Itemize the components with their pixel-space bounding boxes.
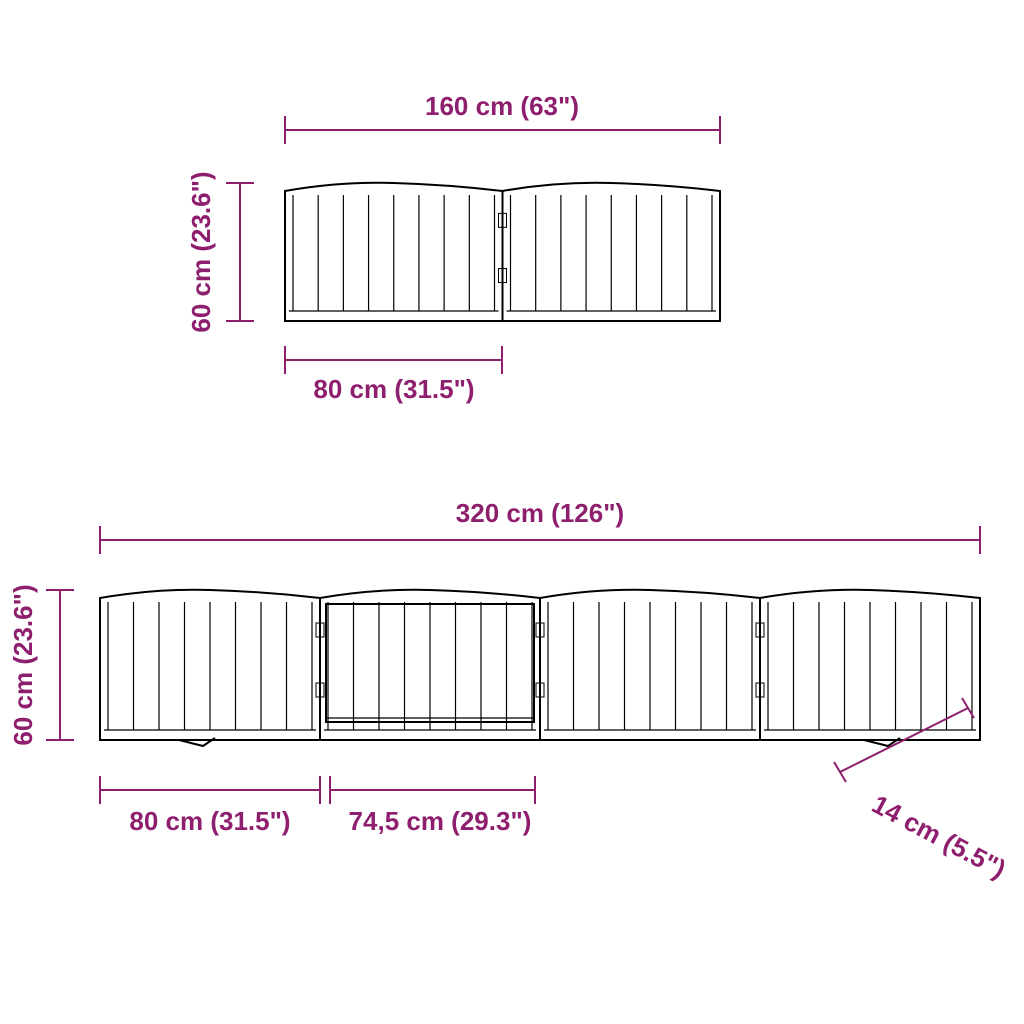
bottom-width-dim: 320 cm (126")	[100, 498, 980, 554]
top-height-dim-label: 60 cm (23.6")	[186, 171, 216, 332]
bottom-foot-dim: 14 cm (5.5")	[834, 698, 1011, 884]
bottom-doorwidth-dim-label: 74,5 cm (29.3")	[349, 806, 532, 836]
top-width-dim-label: 160 cm (63")	[425, 91, 579, 121]
top-width-dim: 160 cm (63")	[285, 91, 720, 144]
bottom-gate	[100, 590, 980, 746]
top-halfwidth-dim: 80 cm (31.5")	[285, 346, 502, 404]
top-height-dim: 60 cm (23.6")	[186, 171, 254, 332]
top-halfwidth-dim-label: 80 cm (31.5")	[313, 374, 474, 404]
bottom-width-dim-label: 320 cm (126")	[456, 498, 624, 528]
top-gate	[285, 183, 720, 321]
bottom-doorwidth-dim: 74,5 cm (29.3")	[330, 776, 535, 836]
bottom-height-dim: 60 cm (23.6")	[8, 584, 74, 745]
bottom-height-dim-label: 60 cm (23.6")	[8, 584, 38, 745]
bottom-panelwidth-dim-label: 80 cm (31.5")	[129, 806, 290, 836]
bottom-foot-dim-label: 14 cm (5.5")	[867, 789, 1011, 884]
bottom-panelwidth-dim: 80 cm (31.5")	[100, 776, 320, 836]
